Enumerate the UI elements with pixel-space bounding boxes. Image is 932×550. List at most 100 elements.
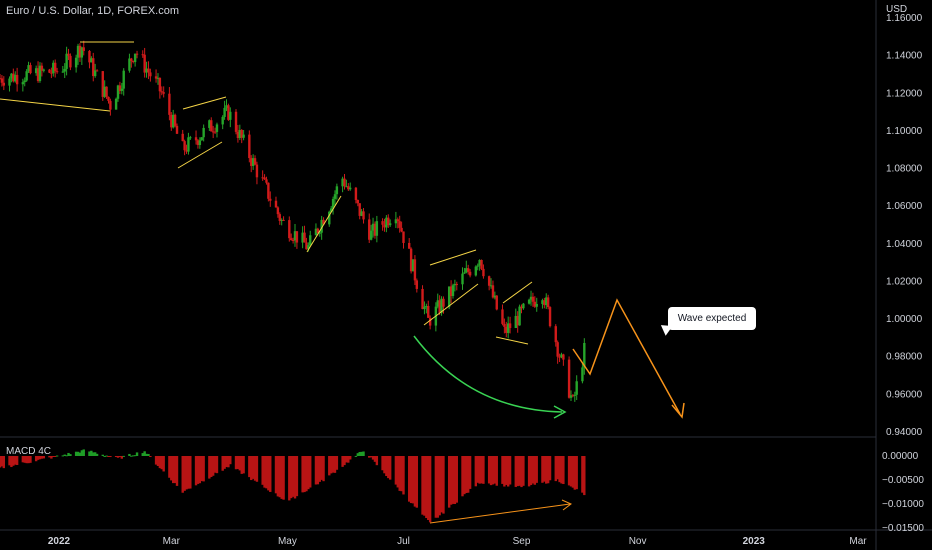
candle-body-43 [114,98,118,110]
projection-arrowhead [671,402,685,419]
candle-body-145 [385,217,388,228]
macd-bar-203 [541,456,544,483]
candle-body-56 [147,68,150,73]
candle-body-79 [210,120,213,132]
macd-bar-10 [25,456,28,464]
macd-bar-90 [238,456,242,471]
candle-body-150 [398,221,401,228]
candle-body-16 [40,65,44,71]
candle-body-3 [8,78,11,86]
candle-body-11 [27,65,30,72]
candle-body-120 [318,232,321,234]
macd-bar-107 [282,456,285,500]
macd-bar-76 [200,456,203,482]
candle-body-161 [427,305,430,318]
macd-bar-137 [362,451,365,456]
candle-body-55 [145,68,148,73]
candle-body-57 [149,72,152,77]
macd-bar-182 [482,456,485,484]
trendline-1 [0,98,111,112]
macd-bar-212 [562,456,565,485]
macd-bar-202 [535,456,538,483]
candle-body-215 [571,395,575,397]
candle-body-35 [92,58,95,77]
macd-bar-47 [122,455,125,457]
candle-body-212 [562,354,565,360]
macd-bar-181 [480,456,483,484]
candle-body-31 [80,47,84,58]
macd-bar-124 [329,456,333,474]
macd-bar-129 [343,456,346,466]
candle-body-33 [88,50,91,63]
candle-body-127 [335,186,339,195]
candle-body-10 [25,71,28,81]
macd-bar-83 [221,456,224,471]
macd-bar-131 [347,456,350,463]
candle-body-12 [29,65,32,74]
candle-body-205 [545,297,548,306]
macd-bar-2 [2,456,6,469]
candle-body-82 [215,124,219,132]
candle-body-54 [143,54,146,73]
candle-body-28 [74,57,78,68]
macd-bar-115 [305,456,308,492]
macd-bar-96 [253,456,257,481]
candle-body-188 [501,309,504,324]
macd-bar-91 [240,456,243,474]
macd-bar-81 [213,456,217,473]
macd-bar-8 [21,456,25,463]
candle-body-155 [411,259,415,272]
macd-divergence-line [429,503,571,524]
macd-bar-164 [436,456,439,518]
candle-body-25 [65,53,68,69]
macd-bar-15 [38,456,42,460]
candle-body-65 [172,114,175,128]
date-tick-label: Jul [397,536,410,547]
macd-bar-41 [107,456,110,457]
macd-bar-119 [316,456,320,485]
candle-body-204 [543,300,546,306]
candle-body-135 [358,203,361,216]
macd-bar-109 [290,456,293,499]
candle-body-214 [569,395,573,398]
macd-bar-168 [447,456,451,508]
candle-body-160 [425,305,428,307]
candle-body-21 [53,62,57,72]
macd-bar-54 [143,451,146,456]
macd-bar-42 [109,456,112,457]
macd-bar-105 [278,456,281,498]
macd-bar-19 [50,456,53,459]
candle-body-5 [12,73,15,82]
candle-body-140 [371,223,375,231]
candle-body-159 [423,306,426,310]
candle-body-73 [194,137,198,141]
macd-bar-133 [354,455,358,457]
candle-body-32 [82,47,85,51]
macd-bar-31 [80,450,84,456]
candle-body-209 [556,342,559,357]
macd-bar-141 [373,456,377,462]
candle-body-1 [0,78,4,83]
macd-bar-193 [514,456,517,487]
wave-expected-callout: Wave expected [668,307,756,330]
candle-body-47 [122,70,125,89]
candle-body-144 [383,224,386,228]
macd-bar-86 [227,456,230,468]
candle-body-81 [213,131,217,133]
macd-bar-112 [295,456,299,497]
macd-bar-198 [527,456,531,487]
macd-bar-62 [162,456,165,472]
macd-bar-111 [293,456,297,499]
macd-bar-127 [335,456,339,470]
macd-bar-3 [8,456,11,466]
candle-body-116 [307,245,310,250]
candle-body-58 [154,76,158,79]
candle-body-187 [495,295,498,310]
candle-body-167 [442,298,445,307]
candle-body-203 [541,300,544,304]
candle-body-171 [453,283,457,286]
date-tick-label: Nov [629,536,647,547]
candle-body-8 [21,82,25,85]
